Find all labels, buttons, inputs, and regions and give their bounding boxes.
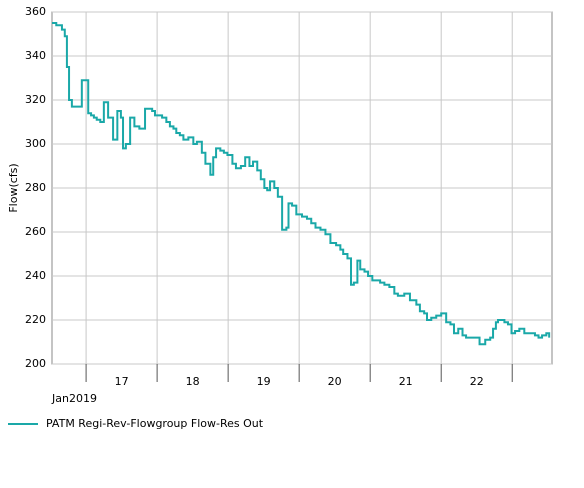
x-tick-label: 22 (470, 375, 484, 388)
y-tick-label: 300 (25, 137, 46, 150)
y-tick-label: 240 (25, 269, 46, 282)
x-tick-label: 20 (328, 375, 342, 388)
y-tick-label: 340 (25, 49, 46, 62)
y-axis-label: Flow(cfs) (7, 163, 20, 212)
y-tick-label: 280 (25, 181, 46, 194)
x-tick-label: 18 (186, 375, 200, 388)
y-tick-label: 200 (25, 357, 46, 370)
y-tick-label: 360 (25, 5, 46, 18)
y-tick-label: 220 (25, 313, 46, 326)
x-tick-label: 17 (115, 375, 129, 388)
y-tick-label: 260 (25, 225, 46, 238)
x-tick-label: 19 (257, 375, 271, 388)
x-axis-label: Jan2019 (51, 392, 97, 405)
legend-label: PATM Regi-Rev-Flowgroup Flow-Res Out (46, 417, 264, 430)
x-tick-label: 21 (399, 375, 413, 388)
data-line (52, 22, 551, 346)
y-tick-label: 320 (25, 93, 46, 106)
